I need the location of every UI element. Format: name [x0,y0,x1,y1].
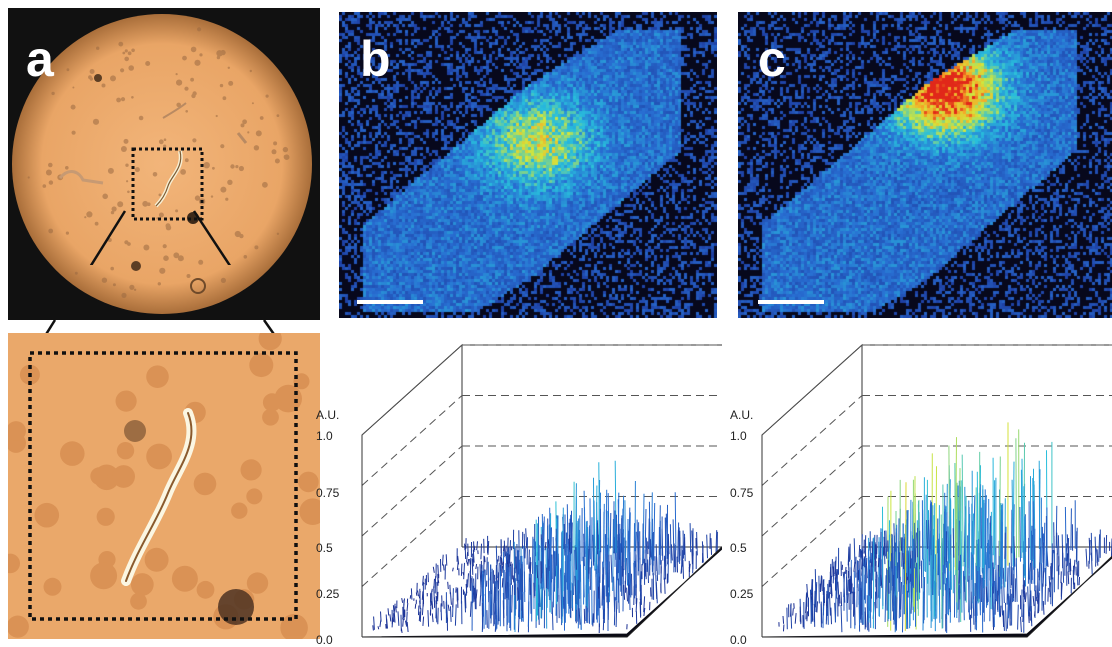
surface-c-zlabel: A.U. [730,408,754,422]
intensity-map-c [738,12,1112,318]
surface-b-tick-1: 1.0 [316,429,333,443]
scale-bar-b [357,300,423,304]
scale-bar-c [758,300,824,304]
zoom-region-box [131,147,204,221]
zoom-dotted-frame [28,351,298,621]
surface-plot-c-svg [761,343,1112,638]
panel-letter-c: c [758,31,786,87]
surface-c-tick-0: 0.0 [730,633,747,647]
intensity-map-b-canvas [339,12,717,318]
zoom-connector-lines [89,210,232,265]
surface-b-tick-05: 0.5 [316,541,333,555]
micrograph-panel-a [8,8,320,320]
panel-letter-b: b [360,31,391,87]
surface-plot-b: A.U. 1.0 0.75 0.5 0.25 0.0 [312,335,722,647]
surface-c-tick-1: 1.0 [730,429,747,443]
surface-b-tick-0: 0.0 [316,633,333,647]
surface-plot-b-svg [361,343,722,638]
panel-letter-a: a [26,31,54,87]
surface-b-tick-075: 0.75 [316,486,340,500]
surface-c-tick-075: 0.75 [730,486,754,500]
intensity-map-c-canvas [738,12,1112,318]
surface-c-tick-025: 0.25 [730,587,754,601]
micrograph-image [12,14,312,314]
surface-b-tick-025: 0.25 [316,587,340,601]
micrograph-zoom-image [8,333,320,639]
surface-b-zlabel: A.U. [316,408,340,422]
surface-plot-c: A.U. 1.0 0.75 0.5 0.25 0.0 [712,335,1112,647]
intensity-map-b [339,12,717,318]
micrograph-zoom-panel [8,333,320,639]
surface-c-tick-05: 0.5 [730,541,747,555]
